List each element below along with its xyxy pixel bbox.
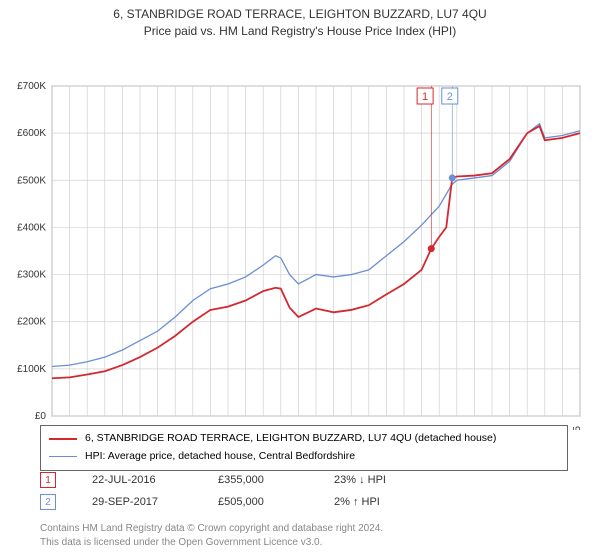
legend-label: HPI: Average price, detached house, Cent… bbox=[85, 448, 355, 466]
legend-box: 6, STANBRIDGE ROAD TERRACE, LEIGHTON BUZ… bbox=[40, 425, 568, 471]
svg-text:2: 2 bbox=[447, 91, 453, 103]
svg-text:£500K: £500K bbox=[17, 175, 46, 186]
svg-text:£300K: £300K bbox=[17, 269, 46, 280]
event-marker: 2 bbox=[40, 494, 56, 510]
legend-label: 6, STANBRIDGE ROAD TERRACE, LEIGHTON BUZ… bbox=[85, 430, 496, 448]
event-date: 29-SEP-2017 bbox=[92, 496, 182, 508]
svg-text:£0: £0 bbox=[35, 411, 47, 422]
svg-text:£100K: £100K bbox=[17, 363, 46, 374]
event-marker: 1 bbox=[40, 472, 56, 488]
line-chart-svg: £0£100K£200K£300K£400K£500K£600K£700K199… bbox=[0, 40, 600, 430]
chart-area: £0£100K£200K£300K£400K£500K£600K£700K199… bbox=[0, 40, 600, 430]
legend-swatch bbox=[49, 456, 77, 457]
chart-title: 6, STANBRIDGE ROAD TERRACE, LEIGHTON BUZ… bbox=[0, 0, 600, 23]
svg-text:1: 1 bbox=[422, 91, 428, 103]
svg-text:£400K: £400K bbox=[17, 222, 46, 233]
footer-line2: This data is licensed under the Open Gov… bbox=[40, 536, 383, 550]
event-delta: 2% ↑ HPI bbox=[334, 496, 424, 508]
event-price: £505,000 bbox=[218, 496, 298, 508]
legend-row: 6, STANBRIDGE ROAD TERRACE, LEIGHTON BUZ… bbox=[49, 430, 559, 448]
chart-subtitle: Price paid vs. HM Land Registry's House … bbox=[0, 23, 600, 40]
footer-line1: Contains HM Land Registry data © Crown c… bbox=[40, 522, 383, 536]
event-delta: 23% ↓ HPI bbox=[334, 474, 424, 486]
legend-swatch bbox=[49, 438, 77, 440]
event-price: £355,000 bbox=[218, 474, 298, 486]
svg-text:£200K: £200K bbox=[17, 316, 46, 327]
legend-row: HPI: Average price, detached house, Cent… bbox=[49, 448, 559, 466]
event-row: 1 22-JUL-2016 £355,000 23% ↓ HPI bbox=[40, 472, 560, 488]
svg-text:2025: 2025 bbox=[572, 425, 583, 429]
svg-text:£700K: £700K bbox=[17, 81, 46, 92]
svg-text:£600K: £600K bbox=[17, 128, 46, 139]
event-row: 2 29-SEP-2017 £505,000 2% ↑ HPI bbox=[40, 494, 560, 510]
event-table: 1 22-JUL-2016 £355,000 23% ↓ HPI 2 29-SEP-201… bbox=[40, 472, 560, 516]
event-date: 22-JUL-2016 bbox=[92, 474, 182, 486]
attribution-footer: Contains HM Land Registry data © Crown c… bbox=[40, 522, 383, 550]
